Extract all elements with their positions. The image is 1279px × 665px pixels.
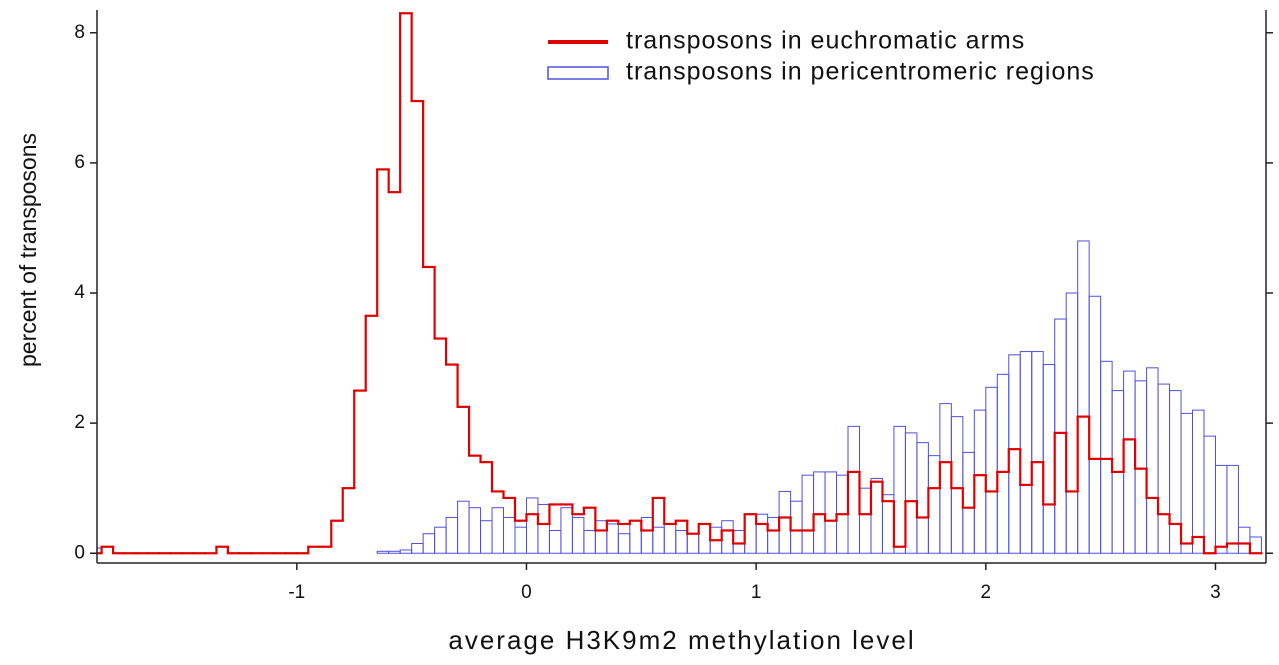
x-axis-title: average H3K9m2 methylation level (448, 625, 915, 655)
bar (606, 523, 619, 554)
bar (847, 425, 860, 554)
bar (1146, 367, 1159, 554)
bar (1157, 383, 1171, 554)
bar (594, 520, 608, 554)
bar (422, 533, 436, 554)
bar (686, 533, 700, 554)
bar (675, 529, 688, 554)
bar (503, 516, 516, 554)
bar (388, 550, 401, 554)
plot-area (97, 12, 1263, 555)
bar (950, 416, 964, 554)
legend-swatch (547, 66, 609, 80)
bar (732, 529, 746, 554)
bar (652, 526, 665, 554)
bar (445, 516, 459, 554)
bar (1019, 351, 1033, 554)
bar (411, 542, 424, 554)
bar (1134, 380, 1148, 554)
x-tick-label: 1 (751, 582, 762, 603)
bar (1180, 412, 1194, 554)
bar (525, 497, 539, 554)
y-tick-label: 0 (74, 542, 85, 563)
bar (790, 500, 803, 554)
bar (755, 513, 769, 554)
bar (1100, 360, 1113, 554)
bar (1065, 292, 1079, 554)
bar (399, 549, 413, 554)
bar (824, 471, 838, 554)
bar (1226, 464, 1239, 554)
bar (560, 507, 573, 554)
bar (617, 533, 631, 554)
bar (457, 500, 470, 554)
bar (663, 523, 677, 554)
bar (893, 425, 906, 554)
bar (1123, 370, 1136, 554)
bar (468, 507, 482, 554)
bar (1054, 318, 1067, 554)
legend-label: transposons in pericentromeric regions (626, 58, 1095, 86)
bar (1237, 526, 1251, 554)
y-tick-label: 4 (74, 282, 85, 303)
legend-label: transposons in euchromatic arms (626, 27, 1025, 55)
bar (813, 471, 826, 554)
bar (480, 520, 493, 554)
bar (1042, 364, 1056, 554)
bar (858, 487, 872, 554)
bar (767, 516, 780, 554)
y-tick-label: 2 (74, 412, 85, 433)
bar (881, 494, 895, 554)
bar (1008, 354, 1021, 554)
bar (985, 386, 998, 554)
bar (939, 403, 952, 554)
x-tick-label: 2 (981, 582, 992, 603)
bar (1088, 295, 1102, 554)
bar (1031, 351, 1044, 554)
bar (996, 373, 1010, 554)
bar (916, 442, 929, 554)
x-tick-label: 0 (521, 582, 532, 603)
bar (870, 477, 883, 554)
bar (376, 550, 390, 554)
y-tick-label: 8 (74, 22, 85, 43)
bar (548, 529, 562, 554)
y-axis-title: percent of transposons (15, 133, 41, 367)
bar (583, 529, 596, 554)
x-tick-label: 3 (1210, 582, 1221, 603)
x-tick-label: -1 (288, 582, 305, 603)
y-tick-label: 6 (74, 152, 85, 173)
bar (904, 432, 918, 554)
bar (1192, 409, 1205, 554)
bar (537, 503, 550, 554)
bar (721, 520, 734, 554)
bar (744, 513, 757, 554)
bar (434, 526, 447, 554)
bar (640, 516, 654, 554)
bar (778, 490, 792, 554)
bar (571, 516, 585, 554)
bar (629, 520, 642, 554)
bar (698, 523, 711, 554)
bar (973, 409, 987, 554)
bar (491, 507, 505, 554)
bar (1169, 390, 1182, 554)
bar (1203, 435, 1216, 554)
bar (1077, 240, 1090, 554)
bar (962, 451, 975, 554)
bar (927, 455, 941, 554)
bar (1249, 536, 1262, 554)
bar (801, 474, 815, 554)
bar (1214, 464, 1228, 554)
bar (514, 526, 527, 554)
